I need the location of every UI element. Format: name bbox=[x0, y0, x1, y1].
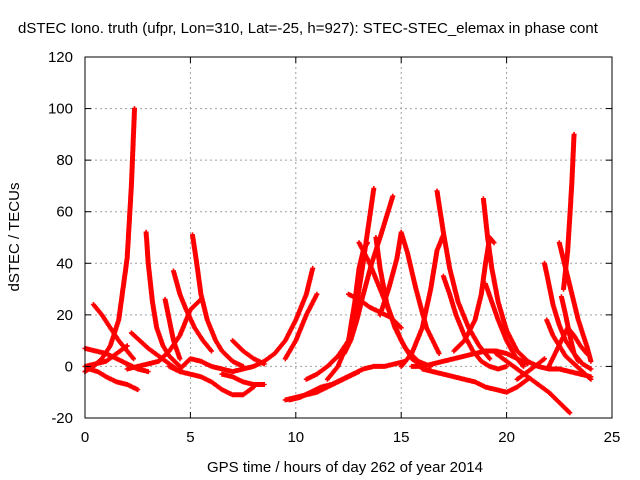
series-markers bbox=[558, 294, 581, 364]
y-tick-label: 120 bbox=[48, 49, 73, 66]
series-markers bbox=[419, 366, 531, 395]
series-arc-16 bbox=[282, 291, 320, 362]
y-tick-label: 20 bbox=[56, 307, 73, 324]
series-markers bbox=[377, 229, 442, 356]
series-layer bbox=[82, 106, 594, 416]
series-markers bbox=[398, 232, 446, 369]
series-markers bbox=[483, 281, 526, 369]
y-tick-label: -20 bbox=[51, 410, 73, 427]
series-arc-41 bbox=[561, 131, 577, 292]
x-tick-label: 25 bbox=[604, 429, 621, 446]
series-arc-42 bbox=[535, 363, 594, 380]
series-markers bbox=[86, 366, 141, 393]
series-markers bbox=[171, 268, 214, 354]
y-tick-label: 80 bbox=[56, 152, 73, 169]
series-arc-18 bbox=[287, 358, 408, 403]
series-arc-10 bbox=[162, 296, 183, 362]
series-arc-26 bbox=[398, 232, 446, 369]
x-tick-label: 15 bbox=[393, 429, 410, 446]
series-arc-9 bbox=[171, 268, 214, 354]
x-tick-label: 0 bbox=[81, 429, 89, 446]
series-markers bbox=[535, 363, 594, 380]
series-markers bbox=[324, 240, 370, 382]
series-markers bbox=[190, 232, 246, 369]
series-markers bbox=[493, 351, 573, 416]
series-markers bbox=[346, 291, 404, 331]
series-arc-33 bbox=[483, 281, 526, 369]
ticks: -20 0 20 40 60 80 100 120 0 5 10 15 20 25 bbox=[48, 49, 620, 446]
series-markers bbox=[82, 106, 137, 375]
chart-title: dSTEC Iono. truth (ufpr, Lon=310, Lat=-2… bbox=[18, 20, 599, 37]
series-markers bbox=[480, 196, 541, 369]
series-markers bbox=[219, 371, 267, 387]
series-arc-14 bbox=[230, 338, 267, 367]
series-arc-40 bbox=[558, 294, 581, 364]
series-markers bbox=[162, 296, 183, 362]
series-markers bbox=[282, 291, 320, 362]
y-tick-label: 100 bbox=[48, 101, 73, 118]
series-arc-25 bbox=[346, 291, 404, 331]
series-arc-7 bbox=[143, 229, 183, 369]
series-arc-21 bbox=[324, 240, 370, 382]
series-markers bbox=[230, 338, 267, 367]
y-tick-label: 60 bbox=[56, 204, 73, 221]
series-arc-24 bbox=[377, 229, 442, 356]
series-arc-15 bbox=[219, 371, 267, 387]
x-tick-label: 5 bbox=[186, 429, 194, 446]
series-arc-30 bbox=[419, 366, 531, 395]
series-arc-32 bbox=[480, 196, 541, 369]
series-arc-12 bbox=[166, 363, 257, 398]
x-tick-label: 10 bbox=[287, 429, 304, 446]
plot-frame bbox=[84, 56, 613, 419]
series-arc-1 bbox=[82, 106, 137, 375]
y-axis-label: dSTEC / TECUs bbox=[6, 183, 23, 292]
y-tick-label: 0 bbox=[65, 358, 73, 375]
y-tick-label: 40 bbox=[56, 255, 73, 272]
series-markers bbox=[287, 358, 408, 403]
x-tick-label: 20 bbox=[498, 429, 515, 446]
series-markers bbox=[166, 363, 257, 398]
series-arc-34 bbox=[493, 351, 573, 416]
series-arc-3 bbox=[86, 366, 141, 393]
x-axis-label: GPS time / hours of day 262 of year 2014 bbox=[207, 459, 483, 476]
series-markers bbox=[143, 229, 183, 369]
series-arc-11 bbox=[190, 232, 246, 369]
series-markers bbox=[561, 131, 577, 292]
